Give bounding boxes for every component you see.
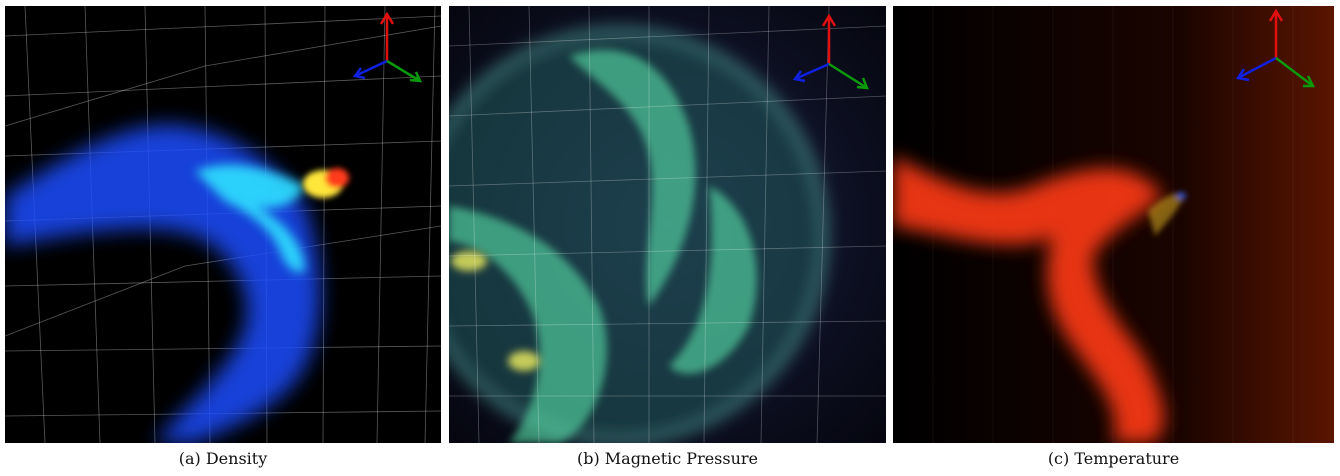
temperature-volume-rendering — [893, 6, 1334, 443]
temperature-front-detail — [1148, 192, 1186, 236]
density-caption: (a) Density — [178, 449, 268, 468]
magnetic-pressure-volume-rendering — [449, 6, 886, 443]
density-yellow-red-front — [303, 168, 349, 198]
temperature-caption: (c) Temperature — [1047, 449, 1180, 468]
magnetic-filaments — [449, 49, 757, 443]
axis-triad — [352, 11, 423, 83]
temperature-render-panel — [893, 6, 1334, 443]
magnetic-pressure-caption: (b) Magnetic Pressure — [576, 449, 759, 468]
axis-triad — [792, 13, 869, 90]
magnetic-pressure-render-panel — [449, 6, 886, 443]
temperature-red-plume — [893, 156, 1164, 443]
density-cyan-core — [195, 164, 305, 273]
magnetic-yellow-hotspots — [451, 251, 540, 371]
wireframe-grid — [449, 6, 886, 443]
density-volume-rendering — [5, 6, 441, 443]
axis-triad — [1235, 8, 1316, 88]
density-render-panel — [5, 6, 441, 443]
